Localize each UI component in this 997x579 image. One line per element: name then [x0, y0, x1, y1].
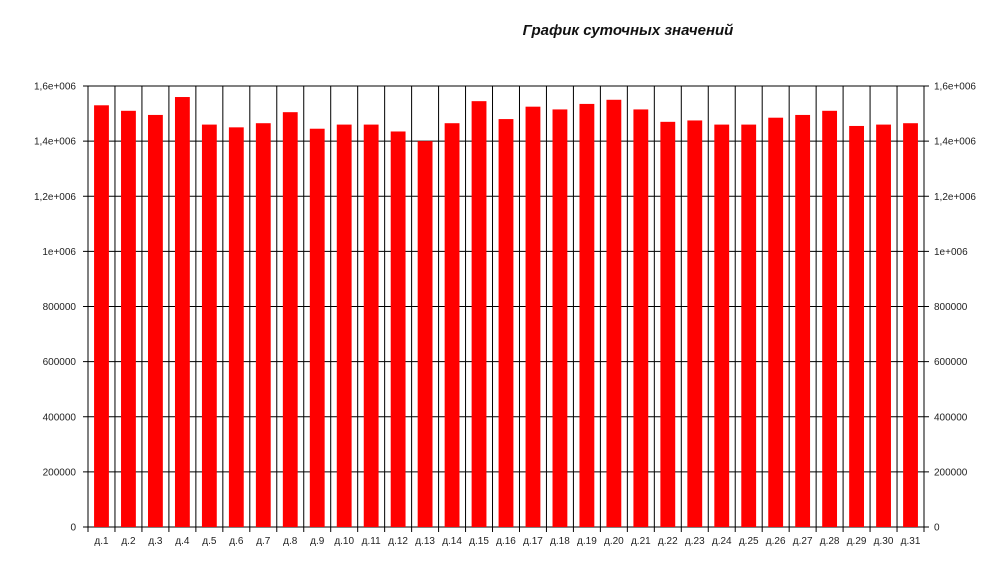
x-tick-label: д.2	[121, 536, 136, 547]
y-tick-label-right: 1,4e+006	[934, 137, 976, 148]
bar	[228, 127, 244, 527]
x-tick-label: д.27	[793, 536, 813, 547]
chart-title: График суточных значений	[522, 22, 734, 39]
y-tick-label-right: 1e+006	[934, 247, 968, 258]
x-tick-label: д.23	[685, 536, 705, 547]
bar	[174, 97, 190, 528]
x-tick-label: д.21	[631, 536, 651, 547]
bar	[255, 123, 271, 527]
bar	[363, 124, 379, 528]
x-tick-label: д.19	[577, 536, 597, 547]
x-tick-label: д.5	[202, 536, 217, 547]
bar	[498, 119, 514, 527]
y-tick-label-right: 1,2e+006	[934, 192, 976, 203]
bar	[417, 141, 433, 527]
bar	[94, 105, 109, 527]
x-tick-label: д.20	[604, 536, 624, 547]
x-tick-label: д.16	[496, 536, 516, 547]
y-tick-label-left: 0	[70, 523, 76, 534]
x-tick-label: д.29	[847, 536, 867, 547]
x-tick-label: д.28	[820, 536, 840, 547]
bar	[687, 120, 703, 527]
bar	[390, 131, 406, 527]
x-tick-label: д.22	[658, 536, 678, 547]
bar	[579, 103, 595, 528]
x-tick-label: д.15	[469, 536, 489, 547]
x-tick-label: д.6	[229, 536, 244, 547]
bar	[336, 124, 352, 528]
bar	[148, 114, 163, 528]
bar	[309, 128, 325, 528]
y-tick-label-right: 1,6e+006	[934, 82, 976, 93]
bar	[444, 123, 460, 527]
bar	[849, 125, 864, 527]
x-tick-label: д.10	[334, 536, 354, 547]
y-tick-label-left: 1,2e+006	[34, 192, 76, 203]
x-tick-label: д.3	[148, 536, 163, 547]
x-tick-label: д.8	[283, 536, 298, 547]
y-tick-label-left: 200000	[43, 467, 77, 478]
y-tick-label-right: 800000	[934, 302, 968, 313]
bar	[471, 101, 487, 528]
x-tick-label: д.12	[388, 536, 408, 547]
y-tick-label-left: 1e+006	[42, 247, 76, 258]
x-tick-label: д.14	[442, 536, 462, 547]
x-tick-label: д.24	[712, 536, 732, 547]
bar	[660, 121, 676, 528]
bar	[606, 99, 622, 527]
y-tick-label-left: 1,6e+006	[34, 82, 76, 93]
bar	[121, 110, 136, 528]
y-tick-label-right: 600000	[934, 357, 968, 368]
y-tick-label-right: 400000	[934, 412, 968, 423]
y-tick-label-left: 400000	[43, 412, 77, 423]
bar	[822, 110, 838, 528]
x-tick-label: д.4	[175, 536, 190, 547]
bar	[633, 109, 649, 527]
bar	[552, 109, 568, 527]
x-tick-label: д.9	[310, 536, 325, 547]
x-tick-label: д.26	[766, 536, 786, 547]
x-tick-label: д.25	[739, 536, 759, 547]
y-tick-label-right: 0	[934, 523, 940, 534]
x-tick-label: д.31	[901, 536, 921, 547]
y-tick-label-right: 200000	[934, 467, 968, 478]
bar	[525, 106, 541, 527]
bar	[876, 124, 891, 528]
x-tick-label: д.18	[550, 536, 570, 547]
bar	[741, 124, 757, 528]
y-tick-label-left: 600000	[43, 357, 77, 368]
bar	[714, 124, 730, 528]
x-tick-label: д.7	[256, 536, 271, 547]
y-tick-label-left: 800000	[43, 302, 77, 313]
x-tick-label: д.11	[362, 536, 381, 547]
bar	[768, 117, 784, 528]
x-tick-label: д.17	[523, 536, 543, 547]
bar	[795, 114, 811, 528]
x-tick-label: д.13	[415, 536, 435, 547]
bar	[201, 124, 217, 528]
x-tick-label: д.1	[94, 536, 109, 547]
y-tick-label-left: 1,4e+006	[34, 137, 76, 148]
x-tick-label: д.30	[874, 536, 894, 547]
bar	[903, 123, 918, 527]
bar	[282, 112, 298, 527]
